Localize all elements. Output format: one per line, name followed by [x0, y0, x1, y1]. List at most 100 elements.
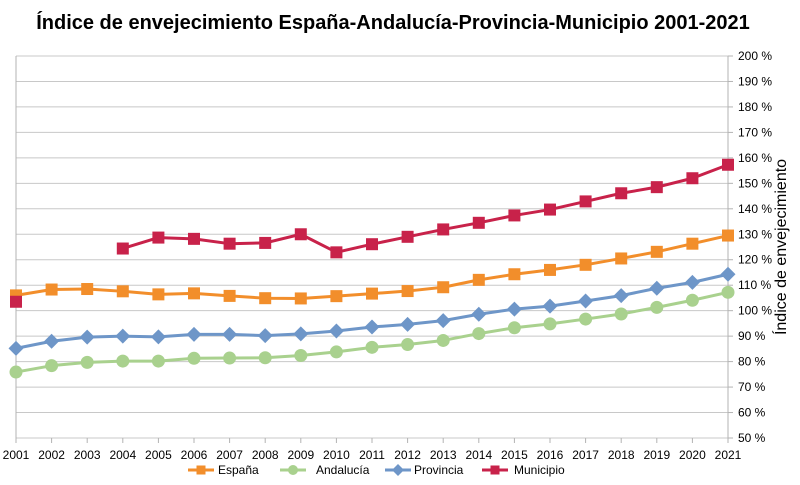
- data-point: [437, 281, 450, 294]
- data-point: [720, 266, 736, 282]
- data-point: [472, 327, 486, 341]
- y-tick-label: 50 %: [738, 431, 766, 445]
- y-tick-label: 170 %: [738, 125, 772, 139]
- data-point: [79, 329, 95, 345]
- y-tick-label: 200 %: [738, 49, 772, 63]
- y-tick-label: 70 %: [738, 380, 766, 394]
- data-point: [258, 351, 272, 365]
- data-point: [151, 354, 165, 368]
- x-tick-label: 2006: [181, 448, 208, 462]
- data-point: [400, 316, 416, 332]
- legend-marker: [490, 465, 500, 475]
- y-tick-label: 150 %: [738, 176, 772, 190]
- data-point: [650, 181, 663, 194]
- data-point: [685, 293, 699, 307]
- y-tick-label: 100 %: [738, 304, 772, 318]
- data-point: [578, 293, 594, 309]
- data-point: [542, 298, 558, 314]
- data-point: [615, 252, 628, 265]
- data-point: [152, 288, 165, 301]
- x-tick-label: 2008: [252, 448, 279, 462]
- data-point: [366, 287, 378, 300]
- x-tick-label: 2014: [465, 448, 492, 462]
- data-point: [649, 280, 665, 296]
- series-andalucia: [9, 285, 735, 379]
- data-point: [116, 285, 129, 298]
- data-point: [686, 237, 699, 250]
- data-point: [579, 195, 592, 208]
- y-tick-label: 90 %: [738, 329, 766, 343]
- legend: España Andalucía Provincia Municipio: [188, 463, 565, 477]
- series-espana: [10, 229, 734, 305]
- data-point: [722, 229, 734, 242]
- chart-title: Índice de envejecimiento España-Andalucí…: [36, 11, 750, 34]
- y-tick-label: 120 %: [738, 253, 772, 267]
- data-point: [579, 312, 593, 326]
- y-tick-label: 180 %: [738, 100, 772, 114]
- data-point: [435, 313, 451, 329]
- x-tick-label: 2003: [74, 448, 101, 462]
- data-point: [507, 321, 521, 335]
- data-point: [294, 348, 308, 362]
- data-point: [187, 351, 201, 365]
- series-layer: [8, 158, 736, 379]
- data-point: [223, 237, 236, 250]
- x-tick-label: 2012: [394, 448, 421, 462]
- data-point: [115, 328, 131, 344]
- legend-label: Andalucía: [316, 463, 370, 477]
- data-point: [614, 307, 628, 321]
- data-point: [45, 359, 59, 373]
- x-tick-label: 2007: [216, 448, 243, 462]
- data-point: [8, 340, 24, 356]
- data-point: [223, 289, 236, 302]
- data-point: [364, 319, 380, 335]
- x-axis: 2001 2002 2003 2004 2005 2006 2007 2008 2009 2010…: [3, 438, 742, 462]
- data-point: [722, 158, 734, 171]
- data-point: [401, 338, 415, 352]
- x-tick-label: 2010: [323, 448, 350, 462]
- data-point: [259, 236, 272, 249]
- data-point: [436, 333, 450, 347]
- x-tick-label: 2002: [38, 448, 65, 462]
- data-point: [401, 230, 414, 243]
- x-tick-label: 2005: [145, 448, 172, 462]
- data-point: [188, 287, 200, 300]
- data-point: [472, 216, 485, 229]
- data-point: [365, 340, 379, 354]
- data-point: [330, 290, 343, 303]
- data-point: [328, 323, 344, 339]
- x-tick-label: 2018: [608, 448, 635, 462]
- legend-marker: [288, 465, 298, 475]
- y-tick-label: 60 %: [738, 406, 766, 420]
- legend-item-andalucia: Andalucía: [280, 463, 370, 477]
- x-tick-label: 2001: [3, 448, 30, 462]
- y-tick-label: 140 %: [738, 202, 772, 216]
- data-point: [506, 301, 522, 317]
- data-point: [544, 203, 556, 216]
- x-tick-label: 2015: [501, 448, 528, 462]
- series-provincia: [8, 266, 736, 356]
- data-point: [366, 238, 378, 251]
- data-point: [472, 273, 485, 286]
- y-axis-label: Índice de envejecimiento: [771, 159, 790, 335]
- data-point: [293, 326, 309, 342]
- data-point: [152, 231, 165, 244]
- x-tick-label: 2016: [537, 448, 564, 462]
- data-point: [150, 329, 166, 345]
- data-point: [401, 285, 414, 298]
- legend-item-provincia: Provincia: [385, 463, 464, 477]
- x-tick-label: 2021: [715, 448, 742, 462]
- data-point: [81, 283, 94, 296]
- y-tick-label: 190 %: [738, 74, 772, 88]
- y-tick-label: 160 %: [738, 151, 772, 165]
- data-point: [437, 223, 450, 236]
- data-point: [650, 245, 663, 258]
- x-tick-label: 2013: [430, 448, 457, 462]
- x-tick-label: 2020: [679, 448, 706, 462]
- gridlines: [15, 55, 728, 439]
- data-point: [471, 306, 487, 322]
- legend-item-municipio: Municipio: [482, 463, 565, 477]
- data-point: [45, 283, 58, 296]
- y-tick-label: 130 %: [738, 227, 772, 241]
